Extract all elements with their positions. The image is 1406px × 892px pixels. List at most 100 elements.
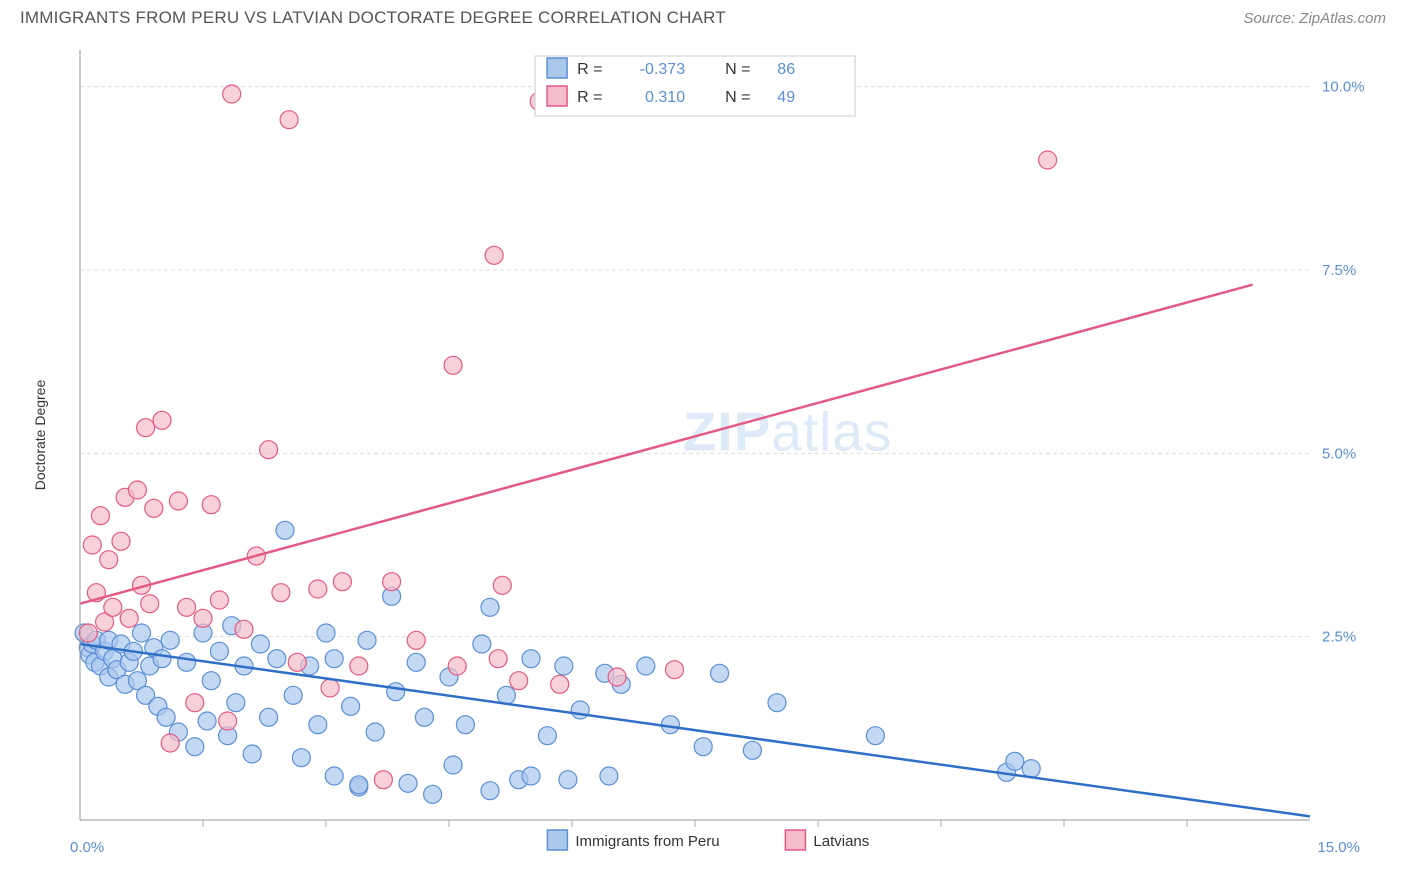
legend-r-label: R = [577, 89, 602, 106]
data-point [399, 774, 417, 792]
data-point [383, 573, 401, 591]
legend-n-value: 86 [777, 61, 795, 78]
data-point [325, 767, 343, 785]
data-point [711, 664, 729, 682]
legend-swatch [547, 830, 567, 850]
data-point [153, 650, 171, 668]
data-point [538, 727, 556, 745]
data-point [137, 419, 155, 437]
data-point [83, 536, 101, 554]
y-tick-label: 2.5% [1322, 629, 1356, 646]
data-point [288, 653, 306, 671]
data-point [178, 653, 196, 671]
y-tick-label: 5.0% [1322, 445, 1356, 462]
data-point [1022, 760, 1040, 778]
data-point [141, 595, 159, 613]
data-point [522, 650, 540, 668]
data-point [161, 734, 179, 752]
data-point [219, 712, 237, 730]
data-point [284, 686, 302, 704]
data-point [186, 694, 204, 712]
data-point [551, 675, 569, 693]
data-point [600, 767, 618, 785]
data-point [448, 657, 466, 675]
legend-n-value: 49 [777, 89, 795, 106]
data-point [510, 672, 528, 690]
data-point [481, 598, 499, 616]
y-tick-label: 10.0% [1322, 79, 1365, 96]
data-point [92, 507, 110, 525]
data-point [387, 683, 405, 701]
legend-label: Immigrants from Peru [575, 833, 719, 850]
data-point [407, 653, 425, 671]
data-point [555, 657, 573, 675]
data-point [161, 631, 179, 649]
legend-swatch [547, 86, 567, 106]
data-point [694, 738, 712, 756]
legend-label: Latvians [813, 833, 869, 850]
data-point [350, 657, 368, 675]
data-point [194, 609, 212, 627]
data-point [292, 749, 310, 767]
data-point [276, 521, 294, 539]
data-point [268, 650, 286, 668]
data-point [444, 756, 462, 774]
legend-swatch [547, 58, 567, 78]
data-point [104, 598, 122, 616]
data-point [243, 745, 261, 763]
data-point [210, 591, 228, 609]
data-point [100, 551, 118, 569]
data-point [153, 411, 171, 429]
x-tick-label: 15.0% [1317, 839, 1360, 856]
data-point [280, 111, 298, 129]
data-point [768, 694, 786, 712]
data-point [309, 716, 327, 734]
y-axis-title: Doctorate Degree [32, 380, 48, 491]
correlation-chart: ZIPatlas0.0%15.0%2.5%5.0%7.5%10.0%Doctor… [20, 40, 1386, 872]
x-tick-label: 0.0% [70, 839, 104, 856]
source-label: Source: ZipAtlas.com [1243, 10, 1386, 27]
data-point [202, 496, 220, 514]
data-point [178, 598, 196, 616]
data-point [79, 624, 97, 642]
legend-swatch [785, 830, 805, 850]
data-point [186, 738, 204, 756]
data-point [374, 771, 392, 789]
data-point [333, 573, 351, 591]
data-point [743, 741, 761, 759]
data-point [317, 624, 335, 642]
trend-line [80, 285, 1253, 604]
legend-n-label: N = [725, 61, 750, 78]
legend-r-value: 0.310 [645, 89, 685, 106]
data-point [489, 650, 507, 668]
chart-container: ZIPatlas0.0%15.0%2.5%5.0%7.5%10.0%Doctor… [20, 40, 1386, 872]
data-point [202, 672, 220, 690]
data-point [350, 776, 368, 794]
data-point [342, 697, 360, 715]
data-point [128, 481, 146, 499]
data-point [358, 631, 376, 649]
data-point [198, 712, 216, 730]
data-point [481, 782, 499, 800]
data-point [424, 785, 442, 803]
header: IMMIGRANTS FROM PERU VS LATVIAN DOCTORAT… [0, 0, 1406, 32]
data-point [485, 246, 503, 264]
data-point [444, 356, 462, 374]
data-point [493, 576, 511, 594]
data-point [120, 609, 138, 627]
data-point [866, 727, 884, 745]
data-point [157, 708, 175, 726]
data-point [407, 631, 425, 649]
data-point [571, 701, 589, 719]
data-point [251, 635, 269, 653]
data-point [366, 723, 384, 741]
data-point [415, 708, 433, 726]
data-point [223, 85, 241, 103]
data-point [112, 532, 130, 550]
data-point [473, 635, 491, 653]
data-point [260, 708, 278, 726]
data-point [260, 441, 278, 459]
data-point [235, 620, 253, 638]
data-point [1039, 151, 1057, 169]
data-point [210, 642, 228, 660]
